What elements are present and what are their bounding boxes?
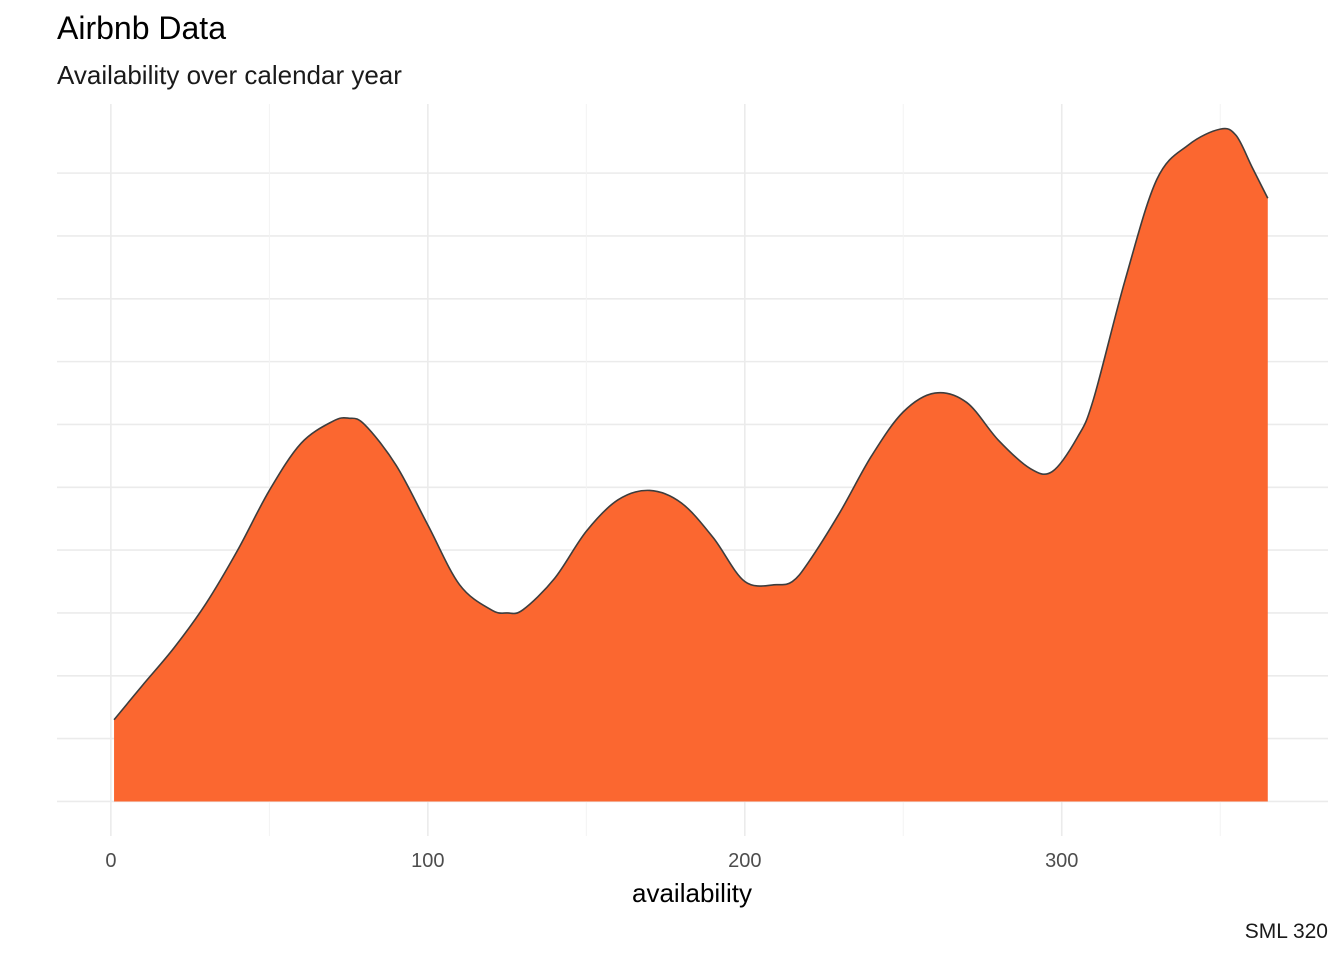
area-layer <box>113 127 1269 802</box>
chart-subtitle: Availability over calendar year <box>57 60 402 90</box>
density-outline <box>113 127 1269 721</box>
x-axis-title: availability <box>632 878 752 908</box>
x-tick-label-200: 200 <box>728 850 761 872</box>
x-tick-label-100: 100 <box>411 850 444 872</box>
chart-caption: SML 320 <box>1244 920 1328 943</box>
x-tick-label-0: 0 <box>105 850 116 872</box>
density-area <box>114 128 1268 802</box>
x-tick-labels: 0 100 200 300 <box>105 850 1078 872</box>
x-tick-label-300: 300 <box>1045 850 1078 872</box>
chart-title: Airbnb Data <box>57 10 226 46</box>
